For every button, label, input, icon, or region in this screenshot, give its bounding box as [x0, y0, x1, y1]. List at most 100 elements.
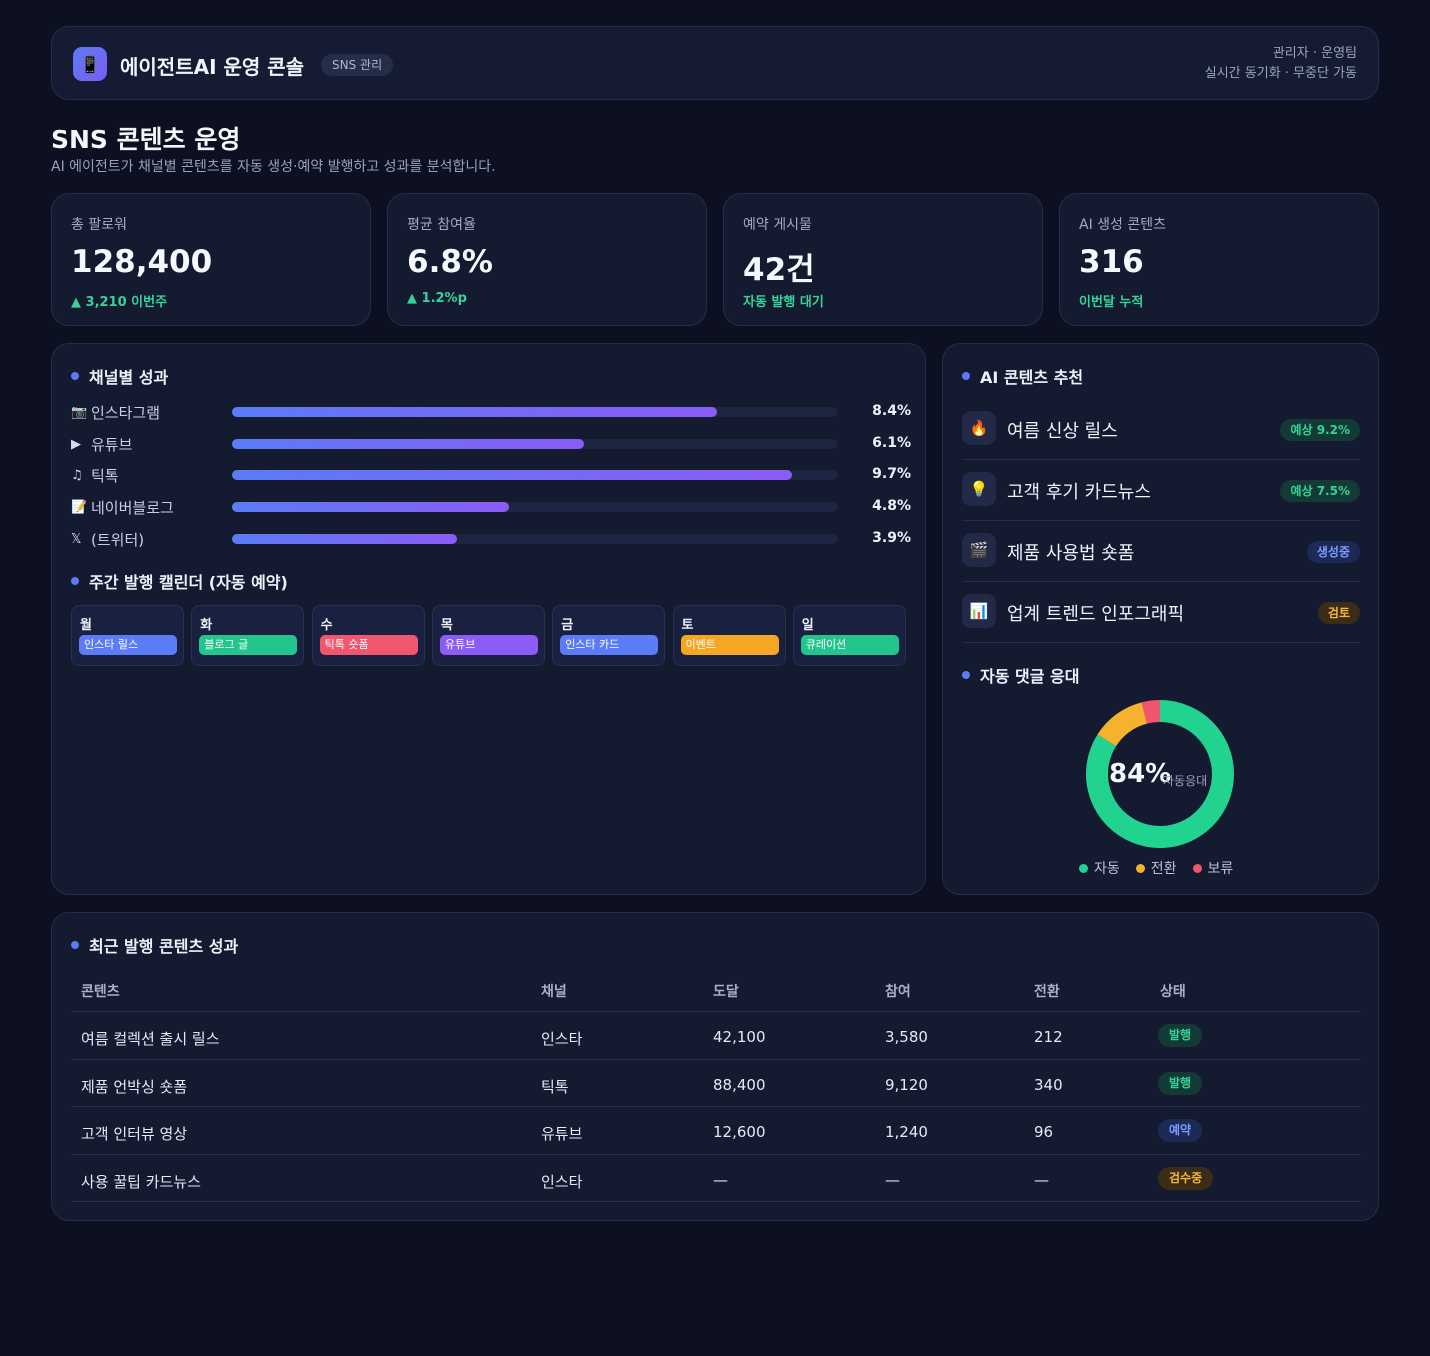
scheduled-post-chip[interactable]: 큐레이션 — [800, 635, 899, 655]
cell-channel: 인스타 — [541, 1030, 583, 1048]
recommendation-badge: 생성중 — [1306, 541, 1360, 563]
channel-section-title: 채널별 성과 — [71, 364, 168, 388]
bullet-dot — [71, 941, 79, 949]
column-header-channel[interactable]: 채널 — [541, 984, 567, 1000]
channel-row[interactable]: ▶ 유튜브 6.1% — [71, 434, 911, 454]
play-icon: ▶ — [71, 437, 81, 452]
channel-label: 유튜브 — [91, 436, 133, 454]
channel-row[interactable]: 𝕏 (트위터) 3.9% — [71, 529, 911, 549]
recommendation-badge: 예상 7.5% — [1280, 480, 1360, 502]
column-header-reach[interactable]: 도달 — [713, 984, 739, 1000]
scheduled-post-chip[interactable]: 인스타 릴스 — [79, 635, 177, 655]
column-header-engagement[interactable]: 참여 — [885, 984, 911, 1000]
kpi-label: 총 팔로워 — [71, 217, 127, 233]
table-row[interactable]: 사용 꿀팁 카드뉴스 인스타 — — — 검수중 — [71, 1153, 1361, 1202]
section-title-text: 주간 발행 캘린더 (자동 예약) — [89, 573, 288, 592]
donut-segment-0 — [1086, 700, 1234, 848]
table-row[interactable]: 여름 컬렉션 출시 릴스 인스타 42,100 3,580 212 발행 — [71, 1011, 1361, 1059]
day-label: 토 — [681, 618, 694, 633]
recommendation-badge: 예상 9.2% — [1280, 419, 1360, 441]
recommendation-item[interactable]: 🔥 여름 신상 릴스 예상 9.2% — [962, 399, 1360, 460]
engagement-bar-fill — [232, 502, 510, 512]
recommendation-title: 제품 사용법 숏폼 — [1007, 543, 1135, 564]
channel-row[interactable]: ♫ 틱톡 9.7% — [71, 465, 911, 485]
day-label: 수 — [320, 618, 333, 633]
channel-row[interactable]: 📷 인스타그램 8.4% — [71, 402, 911, 422]
scheduled-post-chip[interactable]: 유튜브 — [439, 635, 538, 655]
section-title-text: 자동 댓글 응대 — [980, 667, 1080, 686]
cell-convert: 340 — [1034, 1075, 1063, 1094]
cell-content: 사용 꿀팁 카드뉴스 — [81, 1172, 201, 1191]
cell-reach: 42,100 — [713, 1028, 766, 1046]
kpi-delta: ▲ 1.2%p — [407, 291, 467, 306]
donut-segment-1 — [1097, 702, 1148, 747]
kpi-card-engagement[interactable]: 평균 참여율 6.8% ▲ 1.2%p — [387, 193, 707, 326]
recommendation-item[interactable]: 🎬 제품 사용법 숏폼 생성중 — [962, 521, 1360, 582]
engagement-bar-track — [232, 534, 838, 544]
recommendation-item[interactable]: 📊 업계 트렌드 인포그래픽 검토 — [962, 582, 1360, 643]
cell-convert: 212 — [1034, 1028, 1063, 1046]
legend-dot — [1079, 863, 1088, 873]
recommendation-title: 여름 신상 릴스 — [1007, 421, 1118, 442]
status-badge: 발행 — [1158, 1024, 1203, 1047]
music-note-icon: ♫ — [71, 468, 83, 483]
legend-dot — [1135, 863, 1145, 873]
column-header-content[interactable]: 콘텐츠 — [81, 984, 120, 1000]
channel-performance-panel: 채널별 성과 📷 인스타그램 8.4% ▶ 유튜브 6.1% ♫ 틱톡 9.7% 📝 네이버블로그 4… — [51, 343, 926, 895]
fire-icon: 🔥 — [962, 411, 996, 445]
day-label: 일 — [801, 618, 814, 633]
kpi-value: 6.8% — [407, 244, 493, 280]
bullet-dot — [962, 372, 970, 380]
bar-chart-icon: 📊 — [962, 594, 996, 628]
lightbulb-icon: 💡 — [962, 472, 996, 506]
table-bottom-divider — [71, 1201, 1361, 1202]
channel-row[interactable]: 📝 네이버블로그 4.8% — [71, 497, 911, 517]
day-label: 목 — [440, 618, 453, 633]
table-row[interactable]: 고객 인터뷰 영상 유튜브 12,600 1,240 96 예약 — [71, 1106, 1361, 1154]
channel-name: 📷 인스타그램 — [71, 402, 160, 423]
cell-channel: 인스타 — [541, 1172, 583, 1191]
cell-content: 여름 컬렉션 출시 릴스 — [81, 1030, 220, 1048]
table-row[interactable]: 제품 언박싱 숏폼 틱톡 88,400 9,120 340 발행 — [71, 1058, 1361, 1107]
kpi-label: 예약 게시물 — [743, 217, 812, 233]
header-meta: 관리자 · 운영팀 실시간 동기화 · 무중단 가동 — [1205, 44, 1357, 84]
cell-engage: 1,240 — [885, 1123, 928, 1141]
scheduled-post-chip[interactable]: 틱톡 숏폼 — [319, 635, 418, 655]
legend-label: 전환 — [1150, 861, 1177, 877]
engagement-bar-fill — [232, 534, 458, 544]
table-section-title: 최근 발행 콘텐츠 성과 — [71, 933, 238, 957]
recommendation-item[interactable]: 💡 고객 후기 카드뉴스 예상 7.5% — [962, 460, 1360, 521]
bullet-dot — [71, 577, 79, 585]
legend-item: 전환 — [1135, 858, 1177, 878]
column-header-conversion[interactable]: 전환 — [1034, 984, 1060, 1000]
user-role: 관리자 · 운영팀 — [1272, 46, 1357, 61]
calendar-day-0[interactable]: 월 인스타 릴스 — [71, 605, 184, 666]
kpi-card-scheduled[interactable]: 예약 게시물 42건 자동 발행 대기 — [723, 193, 1043, 326]
cell-engage: 9,120 — [885, 1075, 928, 1094]
scheduled-post-chip[interactable]: 이벤트 — [680, 635, 779, 655]
calendar-day-4[interactable]: 금 인스타 카드 — [552, 605, 666, 666]
kpi-card-ai-content[interactable]: AI 생성 콘텐츠 316 이번달 누적 — [1059, 193, 1379, 326]
calendar-day-1[interactable]: 화 블로그 글 — [191, 605, 305, 666]
column-header-status[interactable]: 상태 — [1160, 984, 1186, 1000]
status-badge: 예약 — [1158, 1119, 1203, 1142]
recent-content-table-panel: 최근 발행 콘텐츠 성과 콘텐츠 채널 도달 참여 전환 상태 여름 컬렉션 출… — [51, 912, 1379, 1221]
status-badge: 발행 — [1158, 1071, 1203, 1095]
cell-content: 고객 인터뷰 영상 — [81, 1125, 188, 1143]
cell-reach: 12,600 — [713, 1123, 766, 1141]
phone-icon: 📱 — [73, 47, 107, 81]
channel-name: 📝 네이버블로그 — [71, 497, 174, 518]
scheduled-post-chip[interactable]: 인스타 카드 — [560, 635, 659, 655]
channel-name: 𝕏 (트위터) — [71, 529, 144, 550]
camera-icon: 📷 — [71, 405, 88, 420]
section-title-text: 채널별 성과 — [89, 368, 169, 387]
donut-value: 84% — [1109, 759, 1172, 789]
scheduled-post-chip[interactable]: 블로그 글 — [199, 635, 298, 655]
donut-caption: 자동응대 — [1163, 774, 1208, 788]
app-header: 📱 에이전트AI 운영 콘솔 SNS 관리 관리자 · 운영팀 실시간 동기화 … — [51, 26, 1379, 100]
kpi-card-followers[interactable]: 총 팔로워 128,400 ▲ 3,210 이번주 — [51, 193, 371, 326]
